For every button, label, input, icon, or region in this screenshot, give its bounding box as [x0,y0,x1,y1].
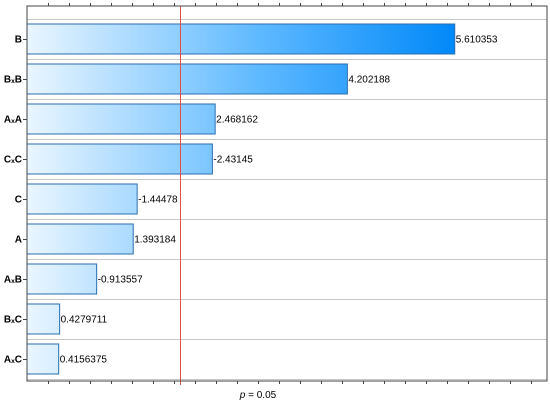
bar [26,63,348,95]
data-label: 0.4156375 [60,355,108,366]
bar [26,183,138,215]
data-label: 0.4279711 [61,315,108,326]
bar [26,143,213,175]
category-label: B [15,35,22,46]
category-label: AₓC [4,355,22,366]
bar [26,303,61,335]
bar [26,23,456,55]
category-label: AₓB [4,275,22,286]
data-label: 4.202188 [348,75,390,86]
bar [26,223,134,255]
category-label: CₓC [4,155,22,166]
data-label: -2.43145 [213,155,253,166]
category-label: AₓA [4,115,22,126]
data-label: 1.393184 [134,235,176,246]
reference-line-label: p = 0.05 [239,390,277,401]
plot-frame [26,5,548,382]
category-label: C [15,195,22,206]
data-label: 2.468162 [216,115,258,126]
bar [26,343,60,375]
category-label: A [15,235,22,246]
category-label: BₓC [4,315,22,326]
bars [26,23,456,375]
axis-ticks [23,3,532,384]
grid-lines [27,19,547,380]
labels: 5.610353 B 4.202188 BₓB 2.468162 AₓA -2.43145 C… [4,35,498,366]
data-label: -1.44478 [138,195,178,206]
bar [26,103,216,135]
bar [26,263,98,295]
data-label: -0.913557 [98,275,143,286]
category-label: BₓB [4,75,22,86]
data-label: 5.610353 [456,35,498,46]
